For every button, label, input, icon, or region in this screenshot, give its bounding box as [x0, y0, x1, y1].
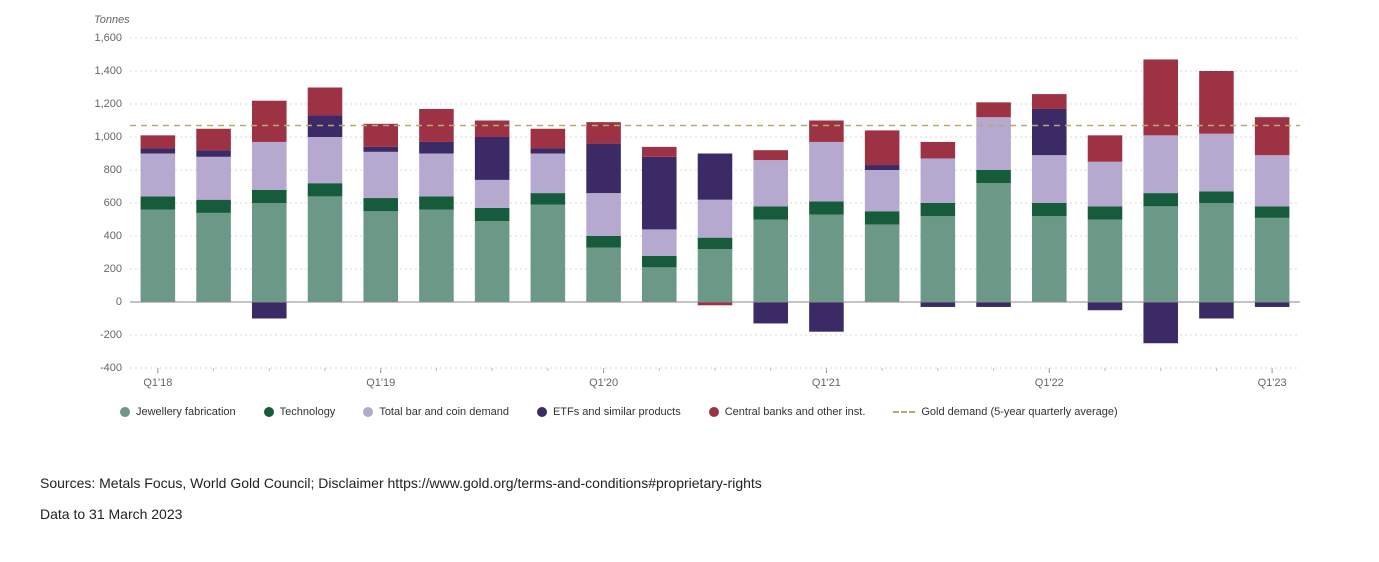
legend-item-central: Central banks and other inst.: [709, 406, 866, 418]
svg-text:Q1'21: Q1'21: [812, 377, 841, 389]
gold-demand-chart: Tonnes -400-20002004006008001,0001,2001,…: [40, 18, 1320, 418]
svg-text:800: 800: [104, 164, 122, 176]
sources-text: Sources: Metals Focus, World Gold Counci…: [40, 468, 1339, 499]
svg-text:Q1'22: Q1'22: [1035, 377, 1064, 389]
legend-dash-icon: [893, 411, 915, 413]
legend-label: Central banks and other inst.: [725, 406, 866, 418]
svg-text:0: 0: [116, 296, 122, 308]
svg-text:200: 200: [104, 263, 122, 275]
legend-item-etf: ETFs and similar products: [537, 406, 681, 418]
legend-label: Gold demand (5-year quarterly average): [921, 406, 1117, 418]
legend-label: ETFs and similar products: [553, 406, 681, 418]
legend-swatch-jewellery: [120, 407, 130, 417]
legend: Jewellery fabrication Technology Total b…: [40, 406, 1320, 418]
svg-text:-200: -200: [100, 329, 122, 341]
svg-text:1,000: 1,000: [94, 131, 122, 143]
legend-item-average: Gold demand (5-year quarterly average): [893, 406, 1117, 418]
svg-text:1,600: 1,600: [94, 32, 122, 44]
legend-label: Technology: [280, 406, 336, 418]
date-note: Data to 31 March 2023: [40, 499, 1339, 530]
svg-text:Q1'19: Q1'19: [366, 377, 395, 389]
chart-svg: -400 -200 0 200 400 600 800 1,000 1,200 1,400 1,60…: [40, 18, 1320, 398]
legend-swatch-etf: [537, 407, 547, 417]
svg-text:-400: -400: [100, 362, 122, 374]
legend-swatch-technology: [264, 407, 274, 417]
legend-swatch-barcoin: [363, 407, 373, 417]
y-axis-unit: Tonnes: [94, 14, 130, 26]
legend-swatch-central: [709, 407, 719, 417]
legend-item-technology: Technology: [264, 406, 336, 418]
legend-label: Total bar and coin demand: [379, 406, 509, 418]
svg-text:1,400: 1,400: [94, 65, 122, 77]
legend-item-barcoin: Total bar and coin demand: [363, 406, 509, 418]
chart-footer: Sources: Metals Focus, World Gold Counci…: [40, 468, 1339, 530]
svg-text:600: 600: [104, 197, 122, 209]
svg-text:1,200: 1,200: [94, 98, 122, 110]
legend-item-jewellery: Jewellery fabrication: [120, 406, 236, 418]
svg-text:400: 400: [104, 230, 122, 242]
legend-label: Jewellery fabrication: [136, 406, 236, 418]
svg-text:Q1'18: Q1'18: [143, 377, 172, 389]
svg-text:Q1'23: Q1'23: [1258, 377, 1287, 389]
svg-text:Q1'20: Q1'20: [589, 377, 618, 389]
